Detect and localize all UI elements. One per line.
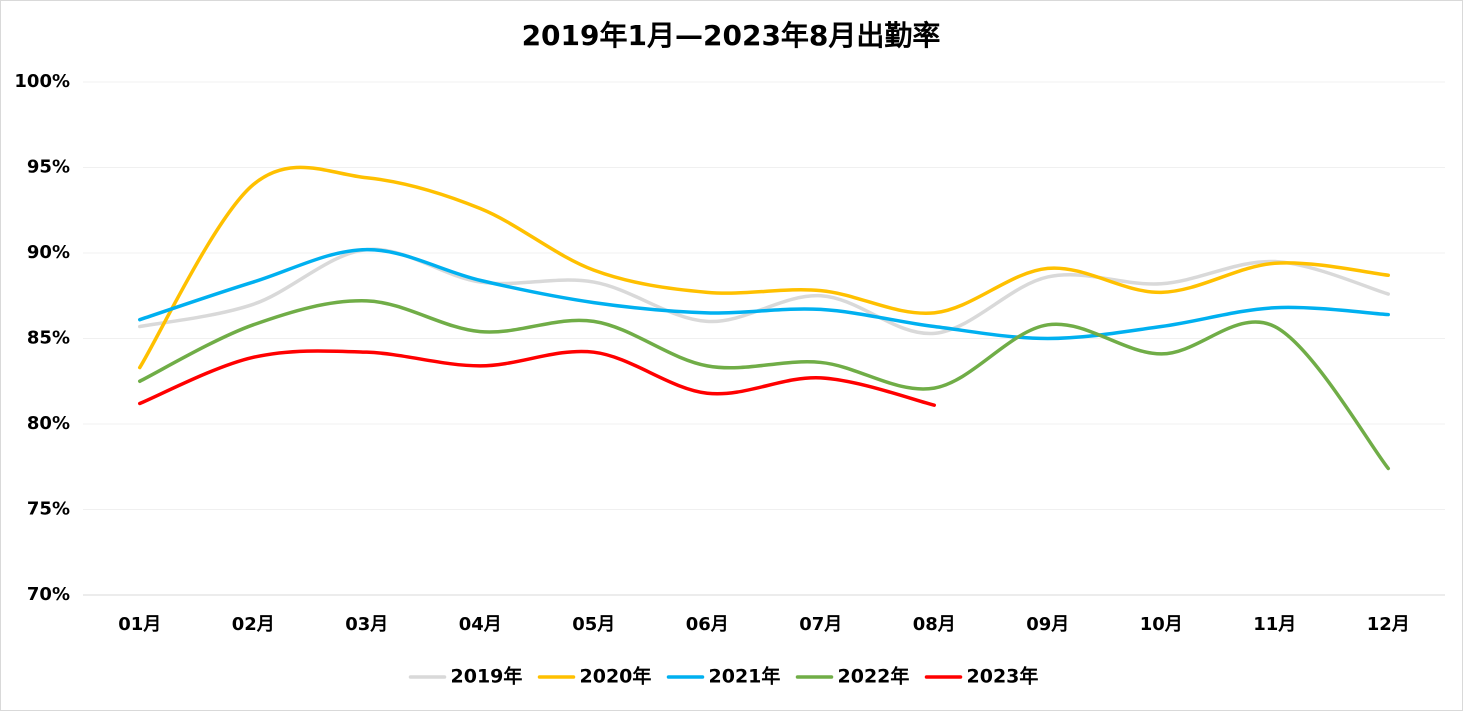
chart-title: 2019年1月—2023年8月出勤率 bbox=[522, 19, 941, 52]
x-tick-label: 08月 bbox=[913, 614, 956, 635]
legend-label: 2019年 bbox=[451, 665, 523, 688]
y-tick-label: 85% bbox=[27, 328, 70, 349]
y-tick-label: 90% bbox=[27, 242, 70, 263]
x-tick-label: 02月 bbox=[232, 614, 275, 635]
series-line bbox=[138, 349, 936, 407]
x-tick-label: 03月 bbox=[345, 614, 388, 635]
legend-label: 2022年 bbox=[838, 665, 910, 688]
x-tick-label: 09月 bbox=[1026, 614, 1069, 635]
legend-label: 2023年 bbox=[967, 665, 1039, 688]
x-tick-label: 11月 bbox=[1253, 614, 1296, 635]
legend-label: 2021年 bbox=[709, 665, 781, 688]
x-tick-label: 04月 bbox=[459, 614, 502, 635]
x-tick-label: 05月 bbox=[572, 614, 615, 635]
series-line bbox=[138, 299, 1390, 471]
series-line bbox=[138, 247, 1390, 341]
y-tick-label: 75% bbox=[27, 499, 70, 520]
x-tick-label: 10月 bbox=[1140, 614, 1183, 635]
y-tick-label: 70% bbox=[27, 584, 70, 605]
series-line bbox=[138, 165, 1390, 370]
x-tick-label: 12月 bbox=[1367, 614, 1410, 635]
y-tick-label: 80% bbox=[27, 413, 70, 434]
y-tick-label: 100% bbox=[14, 71, 70, 92]
legend-label: 2020年 bbox=[580, 665, 652, 688]
x-tick-label: 01月 bbox=[118, 614, 161, 635]
x-tick-label: 06月 bbox=[686, 614, 729, 635]
y-tick-label: 95% bbox=[27, 157, 70, 178]
x-tick-label: 07月 bbox=[799, 614, 842, 635]
